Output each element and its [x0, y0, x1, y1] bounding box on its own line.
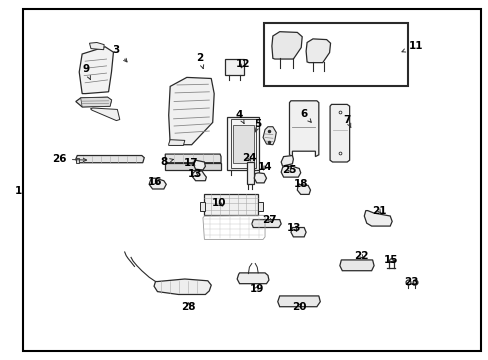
Polygon shape: [271, 32, 302, 59]
Text: 22: 22: [353, 251, 367, 261]
Polygon shape: [165, 163, 221, 170]
Text: 1: 1: [15, 186, 22, 196]
Polygon shape: [263, 127, 276, 145]
Polygon shape: [165, 154, 221, 163]
Polygon shape: [364, 211, 391, 226]
Bar: [258, 202, 263, 211]
Polygon shape: [79, 47, 113, 94]
Text: 28: 28: [181, 302, 195, 312]
Text: 17: 17: [183, 158, 198, 168]
Text: 15: 15: [383, 255, 398, 265]
Text: 19: 19: [249, 284, 264, 294]
Polygon shape: [290, 228, 305, 237]
Text: 26: 26: [52, 154, 86, 164]
Polygon shape: [281, 156, 293, 166]
Polygon shape: [76, 158, 79, 163]
Polygon shape: [339, 260, 373, 271]
Polygon shape: [281, 166, 300, 177]
Polygon shape: [149, 178, 166, 189]
Polygon shape: [305, 39, 330, 63]
Text: 11: 11: [401, 41, 422, 52]
Text: 7: 7: [343, 114, 350, 127]
Bar: [227, 117, 259, 170]
Text: 8: 8: [160, 157, 173, 167]
Polygon shape: [254, 173, 266, 183]
Text: 23: 23: [404, 276, 418, 287]
Text: 14: 14: [257, 162, 272, 172]
Text: 13: 13: [286, 222, 301, 233]
Polygon shape: [251, 220, 281, 228]
Polygon shape: [277, 296, 320, 307]
Text: 5: 5: [254, 119, 261, 132]
Text: 3: 3: [113, 45, 127, 62]
Text: 6: 6: [300, 109, 311, 122]
Text: 12: 12: [235, 59, 250, 69]
Text: 20: 20: [291, 302, 306, 312]
Polygon shape: [192, 171, 206, 181]
Text: 16: 16: [148, 177, 163, 187]
Polygon shape: [81, 97, 111, 107]
Polygon shape: [76, 156, 144, 163]
Polygon shape: [90, 108, 120, 121]
Text: 18: 18: [293, 179, 307, 189]
Text: 4: 4: [235, 110, 244, 123]
Bar: [200, 202, 205, 211]
Polygon shape: [237, 273, 268, 284]
Bar: [264, 23, 407, 86]
Polygon shape: [329, 104, 349, 162]
Text: 21: 21: [371, 206, 386, 216]
Text: 10: 10: [211, 198, 226, 208]
Text: 27: 27: [262, 215, 277, 225]
Text: 24: 24: [242, 153, 256, 163]
Text: 13: 13: [187, 168, 202, 179]
Text: 25: 25: [282, 165, 296, 175]
Bar: [230, 119, 255, 168]
Text: 2: 2: [196, 53, 203, 68]
Polygon shape: [168, 140, 184, 145]
Bar: [204, 194, 258, 215]
Bar: [224, 59, 243, 75]
Polygon shape: [89, 42, 104, 50]
Polygon shape: [154, 279, 211, 294]
Text: 9: 9: [82, 64, 90, 80]
Polygon shape: [168, 77, 214, 145]
Polygon shape: [76, 97, 111, 107]
Bar: [232, 125, 253, 163]
Bar: [246, 162, 254, 184]
Polygon shape: [289, 101, 318, 157]
Polygon shape: [193, 160, 205, 170]
Polygon shape: [297, 184, 310, 194]
